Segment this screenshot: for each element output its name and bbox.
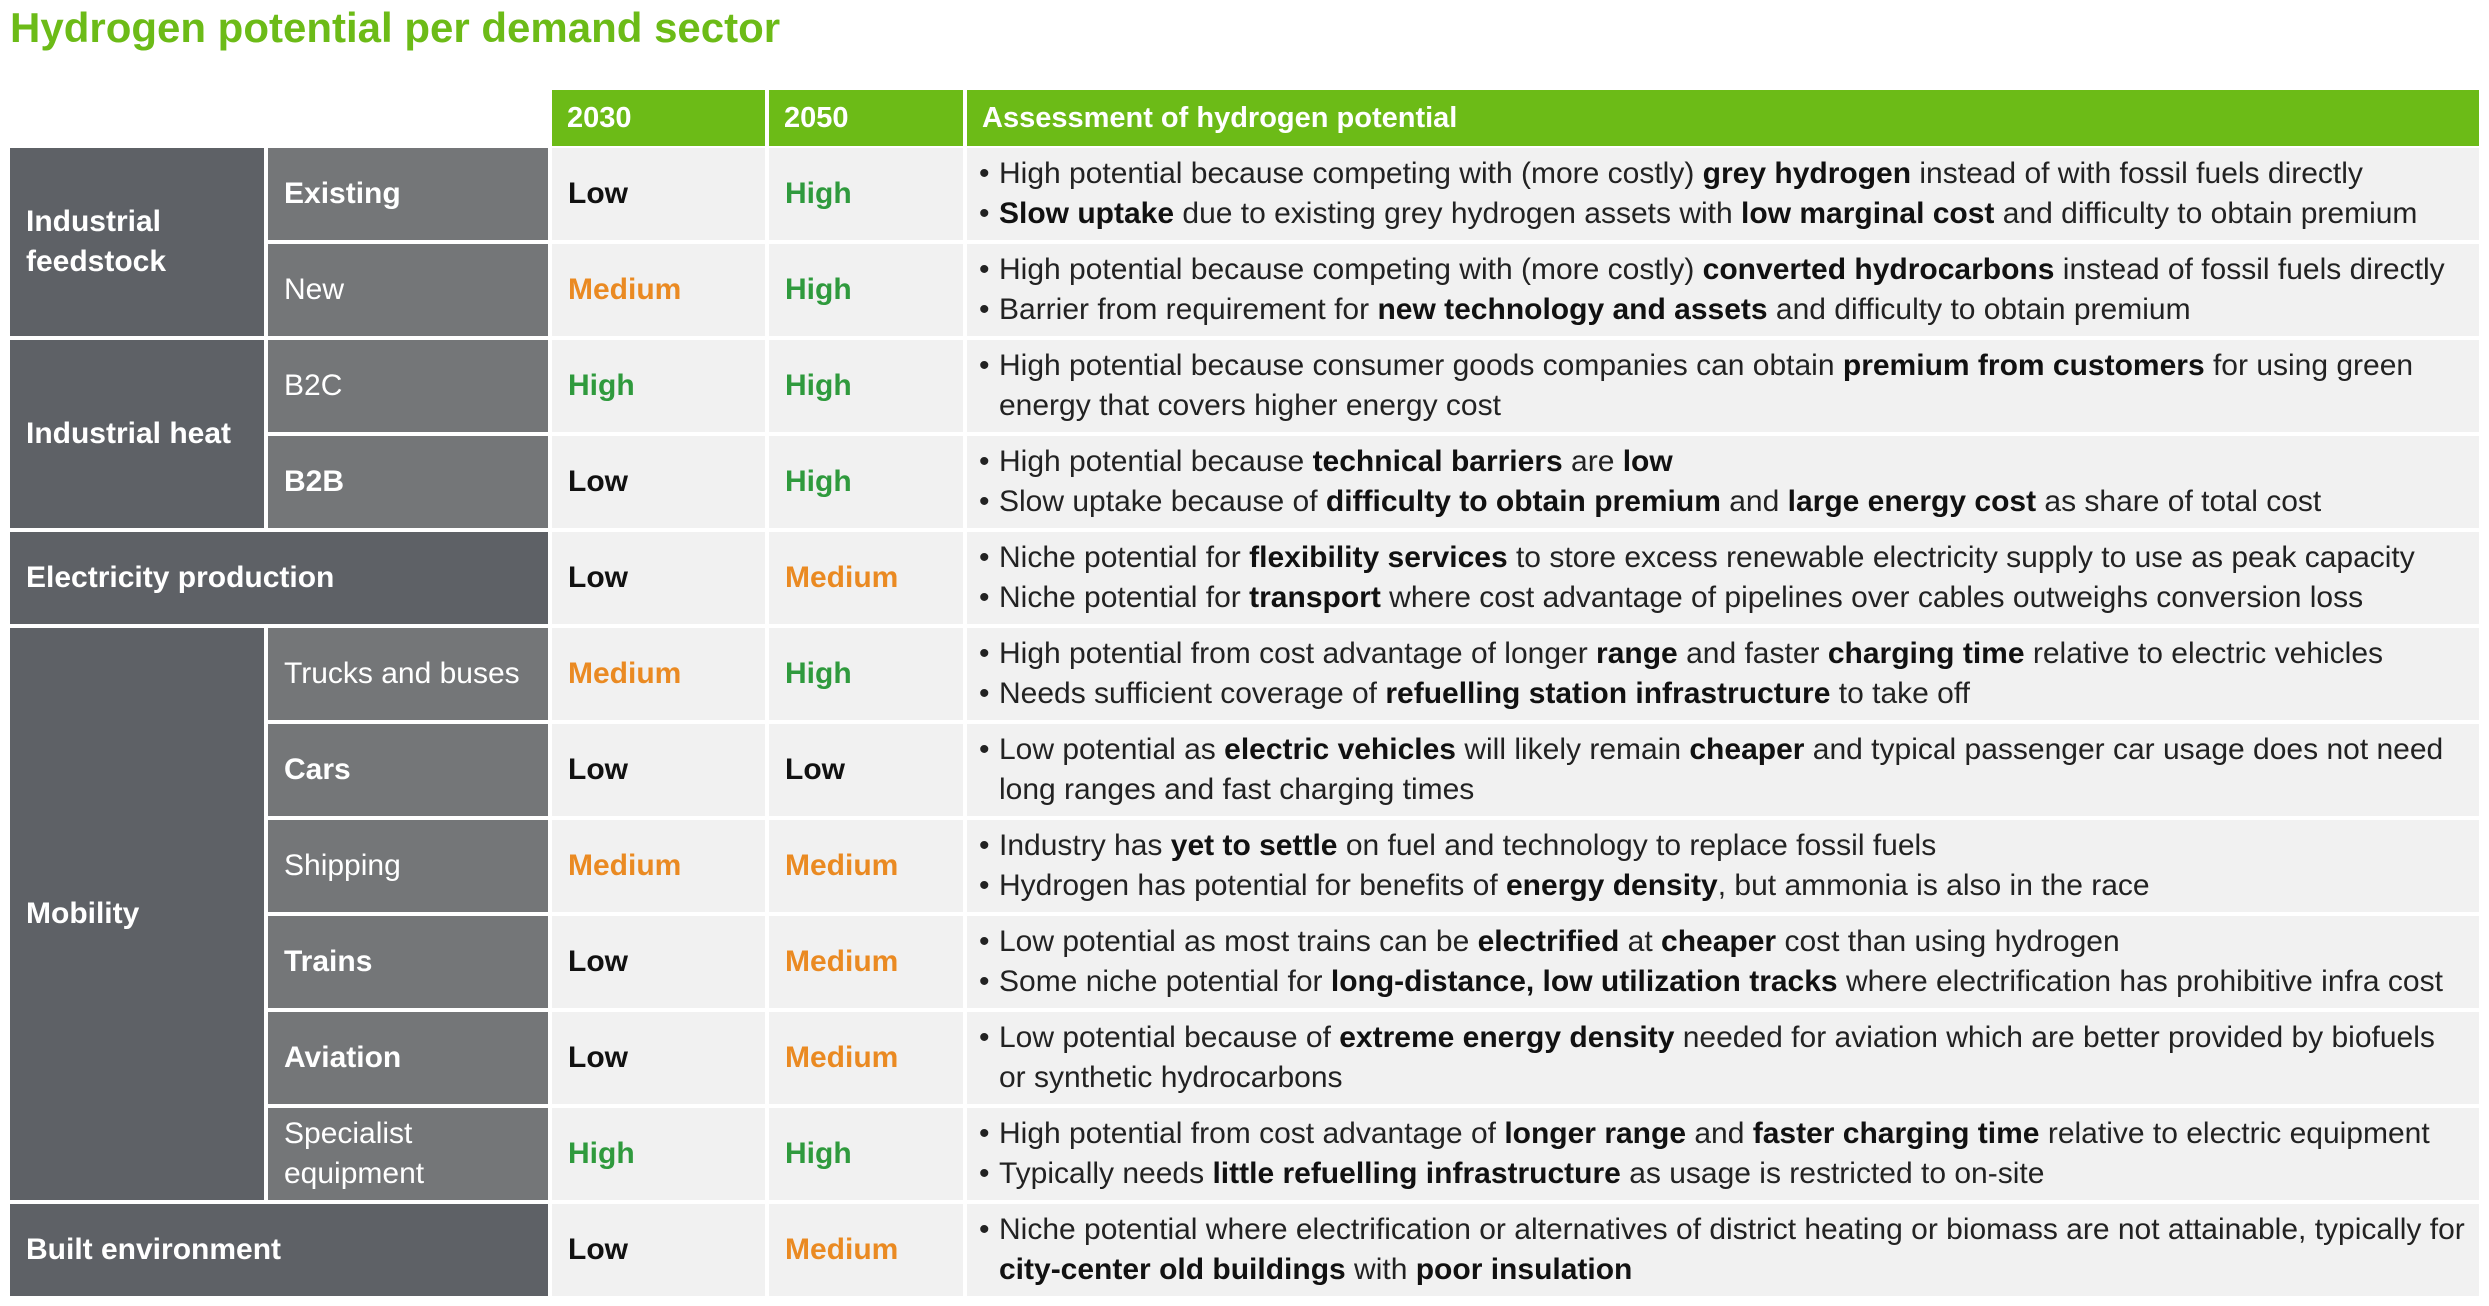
assessment-bullet: Industry has yet to settle on fuel and t… — [979, 826, 2469, 866]
value-2050: High — [769, 628, 963, 720]
assessment-cell: Low potential as most trains can be elec… — [967, 916, 2479, 1008]
assessment-bullet: Barrier from requirement for new technol… — [979, 290, 2469, 330]
value-2030: High — [552, 340, 765, 432]
assessment-bullet: High potential because competing with (m… — [979, 250, 2469, 290]
assessment-bullet: Low potential as most trains can be elec… — [979, 922, 2469, 962]
assessment-cell: High potential because consumer goods co… — [967, 340, 2479, 432]
value-2030: Low — [552, 724, 765, 816]
value-2050: Low — [769, 724, 963, 816]
value-2050: Medium — [769, 1012, 963, 1104]
value-2030: Medium — [552, 628, 765, 720]
assessment-cell: High potential because technical barrier… — [967, 436, 2479, 528]
assessment-cell: High potential from cost advantage of lo… — [967, 1108, 2479, 1200]
subsector-label: Trains — [268, 916, 548, 1008]
assessment-bullet: Niche potential where electrification or… — [979, 1210, 2469, 1290]
subsector-label: B2C — [268, 340, 548, 432]
value-2050: Medium — [769, 1204, 963, 1296]
assessment-bullet: Niche potential for transport where cost… — [979, 578, 2469, 618]
value-2030: Low — [552, 532, 765, 624]
subsector-label: Cars — [268, 724, 548, 816]
assessment-bullet: High potential because consumer goods co… — [979, 346, 2469, 426]
value-2050: Medium — [769, 916, 963, 1008]
assessment-cell: High potential because competing with (m… — [967, 244, 2479, 336]
group-mobility: Mobility — [10, 628, 264, 1200]
group-industrial-heat: Industrial heat — [10, 340, 264, 528]
assessment-bullet: Low potential as electric vehicles will … — [979, 730, 2469, 810]
value-2030: Medium — [552, 820, 765, 912]
assessment-bullet: Niche potential for flexibility services… — [979, 538, 2469, 578]
assessment-bullet: Slow uptake because of difficulty to obt… — [979, 482, 2469, 522]
assessment-bullet: High potential from cost advantage of lo… — [979, 1114, 2469, 1154]
assessment-cell: High potential because competing with (m… — [967, 148, 2479, 240]
assessment-cell: Niche potential for flexibility services… — [967, 532, 2479, 624]
assessment-cell: Low potential because of extreme energy … — [967, 1012, 2479, 1104]
group-electricity-production: Electricity production — [10, 532, 548, 624]
value-2030: Low — [552, 916, 765, 1008]
subsector-label: Trucks and buses — [268, 628, 548, 720]
subsector-label: B2B — [268, 436, 548, 528]
assessment-bullet: High potential from cost advantage of lo… — [979, 634, 2469, 674]
value-2030: Low — [552, 1012, 765, 1104]
value-2030: Low — [552, 436, 765, 528]
subsector-label: Specialist equipment — [268, 1108, 548, 1200]
assessment-bullet: High potential because technical barrier… — [979, 442, 2469, 482]
header-assessment: Assessment of hydrogen potential — [967, 90, 2479, 146]
assessment-bullet: Some niche potential for long-distance, … — [979, 962, 2469, 1002]
assessment-bullet: Typically needs little refuelling infras… — [979, 1154, 2469, 1194]
assessment-bullet: Low potential because of extreme energy … — [979, 1018, 2469, 1098]
value-2050: Medium — [769, 820, 963, 912]
assessment-cell: Niche potential where electrification or… — [967, 1204, 2479, 1296]
assessment-cell: High potential from cost advantage of lo… — [967, 628, 2479, 720]
subsector-label: Shipping — [268, 820, 548, 912]
value-2050: High — [769, 1108, 963, 1200]
value-2030: Low — [552, 1204, 765, 1296]
header-2030: 2030 — [552, 90, 765, 146]
assessment-bullet: Needs sufficient coverage of refuelling … — [979, 674, 2469, 714]
value-2030: Medium — [552, 244, 765, 336]
subsector-label: Existing — [268, 148, 548, 240]
assessment-bullet: Hydrogen has potential for benefits of e… — [979, 866, 2469, 906]
header-2050: 2050 — [769, 90, 963, 146]
value-2050: High — [769, 148, 963, 240]
value-2050: High — [769, 436, 963, 528]
value-2030: High — [552, 1108, 765, 1200]
assessment-bullet: High potential because competing with (m… — [979, 154, 2469, 194]
value-2050: High — [769, 244, 963, 336]
value-2050: High — [769, 340, 963, 432]
subsector-label: Aviation — [268, 1012, 548, 1104]
subsector-label: New — [268, 244, 548, 336]
value-2030: Low — [552, 148, 765, 240]
assessment-cell: Low potential as electric vehicles will … — [967, 724, 2479, 816]
group-industrial-feedstock: Industrial feedstock — [10, 148, 264, 336]
value-2050: Medium — [769, 532, 963, 624]
group-built-environment: Built environment — [10, 1204, 548, 1296]
assessment-bullet: Slow uptake due to existing grey hydroge… — [979, 194, 2469, 234]
assessment-cell: Industry has yet to settle on fuel and t… — [967, 820, 2479, 912]
page-title: Hydrogen potential per demand sector — [10, 4, 781, 51]
